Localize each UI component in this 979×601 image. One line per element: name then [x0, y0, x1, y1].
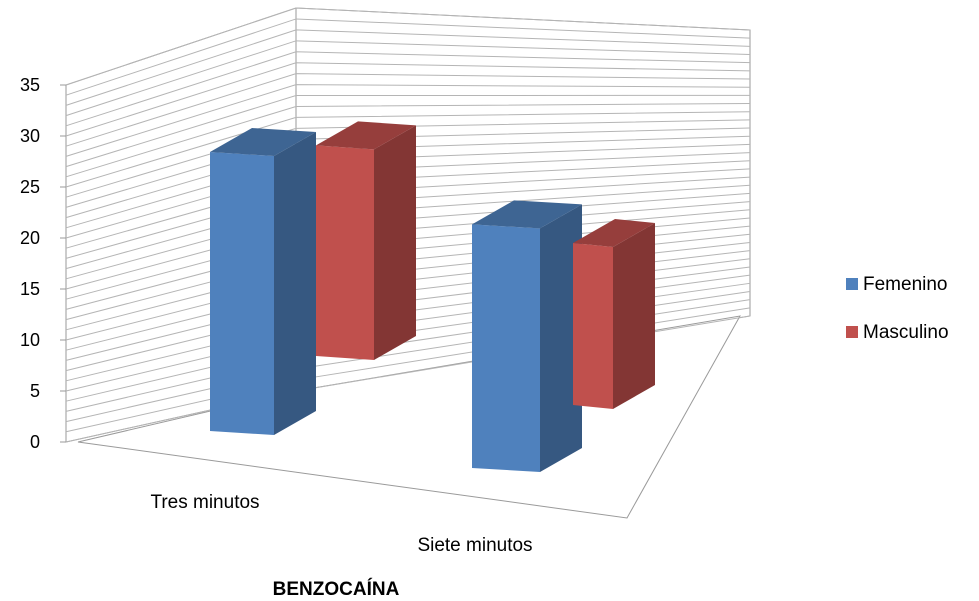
y-axis-ticks: 0 5 10 15 20 25 30 35: [20, 75, 66, 452]
gridline: [65, 84, 751, 157]
legend-swatch-femenino: [846, 278, 858, 290]
bar-femenino-0: [210, 152, 274, 435]
bars: [210, 121, 655, 472]
y-tick-label: 35: [20, 75, 40, 95]
y-tick-label: 30: [20, 126, 40, 146]
bar-masculino-0-top: [316, 121, 416, 150]
y-tick-label: 5: [30, 381, 40, 401]
x-axis-title: BENZOCAÍNA: [273, 578, 400, 600]
gridline: [65, 62, 751, 137]
bar-masculino-0-side: [374, 125, 416, 361]
bar-femenino-0-top: [210, 128, 316, 156]
gridline: [65, 73, 751, 147]
legend-label-femenino: Femenino: [863, 274, 948, 295]
gridline: [65, 51, 751, 127]
bar-masculino-1: [573, 243, 613, 409]
y-tick-label: 10: [20, 330, 40, 350]
gridline: [65, 119, 751, 198]
y-tick-label: 15: [20, 279, 40, 299]
bar-femenino-1: [472, 224, 540, 472]
y-tick-label: 20: [20, 228, 40, 248]
legend-label-masculino: Masculino: [863, 322, 949, 343]
category-label-0: Tres minutos: [150, 492, 259, 513]
legend-swatch-masculino: [846, 326, 858, 338]
legend: Femenino Masculino: [846, 274, 949, 343]
bar-femenino-1-side: [540, 204, 582, 472]
y-tick-label: 0: [30, 432, 40, 452]
gridline: [65, 94, 751, 168]
gridline: [65, 7, 751, 86]
category-label-1: Siete minutos: [417, 535, 532, 556]
gridline: [65, 103, 751, 178]
bar-femenino-0-side: [274, 132, 316, 435]
bar-femenino-1-top: [472, 200, 582, 229]
bar-masculino-1-side: [613, 223, 655, 409]
bar-masculino-0: [316, 145, 374, 360]
bar-masculino-1-top: [573, 219, 655, 247]
gridline: [65, 29, 751, 106]
gridline: [65, 40, 751, 117]
gridline: [65, 111, 751, 188]
y-tick-label: 25: [20, 177, 40, 197]
gridline: [65, 18, 751, 96]
